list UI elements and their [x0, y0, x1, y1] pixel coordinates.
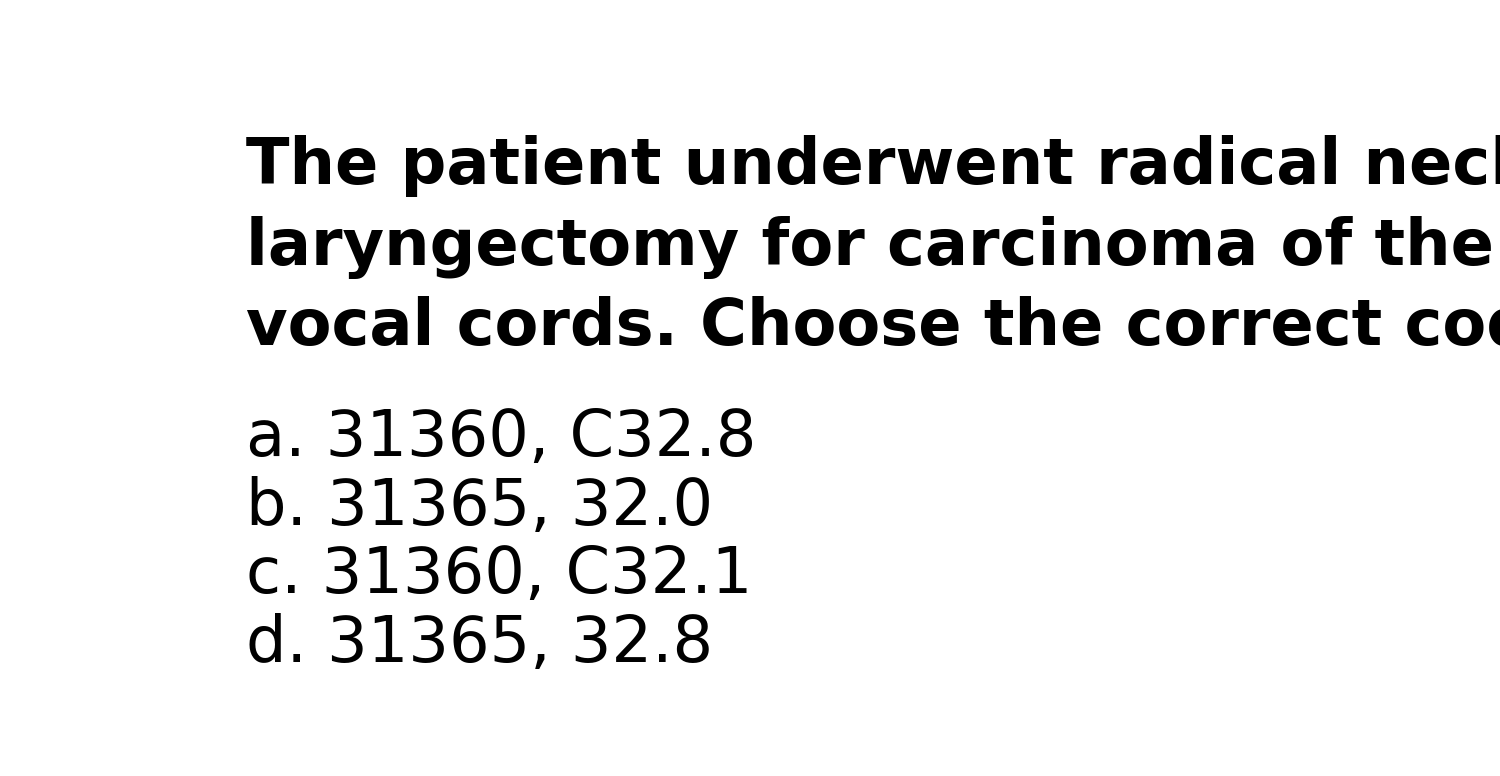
Text: b. 31365, 32.0: b. 31365, 32.0: [246, 476, 712, 538]
Text: The patient underwent radical neck dissection with: The patient underwent radical neck disse…: [246, 135, 1500, 197]
Text: c. 31360, C32.1: c. 31360, C32.1: [246, 544, 752, 606]
Text: laryngectomy for carcinoma of the larynx and true: laryngectomy for carcinoma of the larynx…: [246, 216, 1500, 279]
Text: a. 31360, C32.8: a. 31360, C32.8: [246, 407, 756, 469]
Text: vocal cords. Choose the correct codes:: vocal cords. Choose the correct codes:: [246, 296, 1500, 359]
Text: d. 31365, 32.8: d. 31365, 32.8: [246, 613, 712, 675]
